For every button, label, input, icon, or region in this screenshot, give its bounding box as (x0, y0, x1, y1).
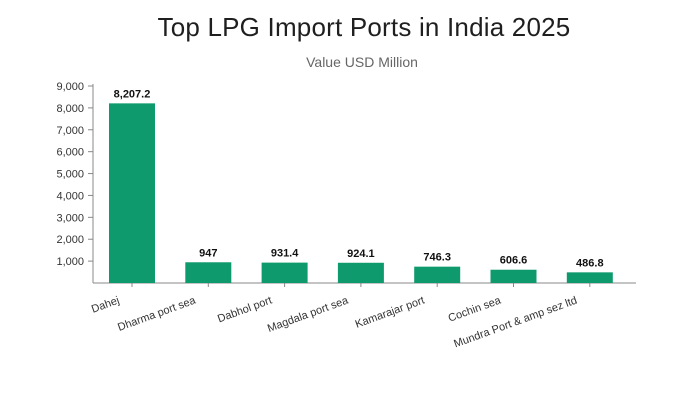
y-tick-label: 4,000 (56, 190, 84, 202)
bars (109, 103, 613, 283)
bar (337, 262, 384, 283)
y-tick-label: 9,000 (56, 81, 84, 93)
bar (490, 269, 537, 283)
y-tick-label: 1,000 (56, 256, 84, 268)
y-tick-label: 6,000 (56, 147, 84, 159)
category-label: Cochin sea (447, 294, 504, 324)
chart-subtitle: Value USD Million (306, 54, 418, 70)
bar (566, 272, 613, 283)
data-label: 931.4 (271, 248, 299, 260)
y-axis: 1,000 2,000 3,000 4,000 5,000 6,000 7,000 8,000… (56, 81, 636, 284)
y-tick-label: 5,000 (56, 169, 84, 181)
data-label: 486.8 (576, 257, 604, 269)
y-tick-label: 7,000 (56, 125, 84, 137)
y-tick-label: 8,000 (56, 103, 84, 115)
category-label: Dahej (90, 295, 121, 316)
y-tick-label: 3,000 (56, 212, 84, 224)
data-label: 947 (199, 247, 217, 259)
data-label: 8,207.2 (114, 88, 151, 100)
bar (185, 262, 232, 283)
category-label: Magdala port sea (266, 294, 351, 335)
y-tick-label: 2,000 (56, 234, 84, 246)
data-label: 746.3 (423, 252, 451, 264)
data-label: 924.1 (347, 248, 375, 260)
chart-title: Top LPG Import Ports in India 2025 (157, 12, 571, 42)
bar (261, 262, 308, 283)
data-label: 606.6 (500, 255, 528, 267)
category-label: Dharma port sea (116, 294, 198, 334)
bar (414, 266, 461, 283)
category-label: Dabhol port (216, 295, 274, 326)
category-label: Mundra Port & amp sez ltd (452, 295, 578, 351)
bar (109, 103, 155, 283)
data-labels: 8,207.2 947 931.4 924.1 746.3 606.6 486.8 (114, 88, 604, 269)
category-label: Kamarajar port (354, 295, 426, 331)
